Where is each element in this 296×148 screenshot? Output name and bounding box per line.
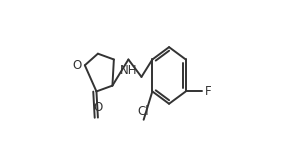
Text: F: F [205, 85, 212, 98]
Text: Cl: Cl [137, 105, 149, 118]
Text: O: O [72, 59, 81, 72]
Text: NH: NH [120, 64, 138, 77]
Text: O: O [93, 101, 102, 114]
